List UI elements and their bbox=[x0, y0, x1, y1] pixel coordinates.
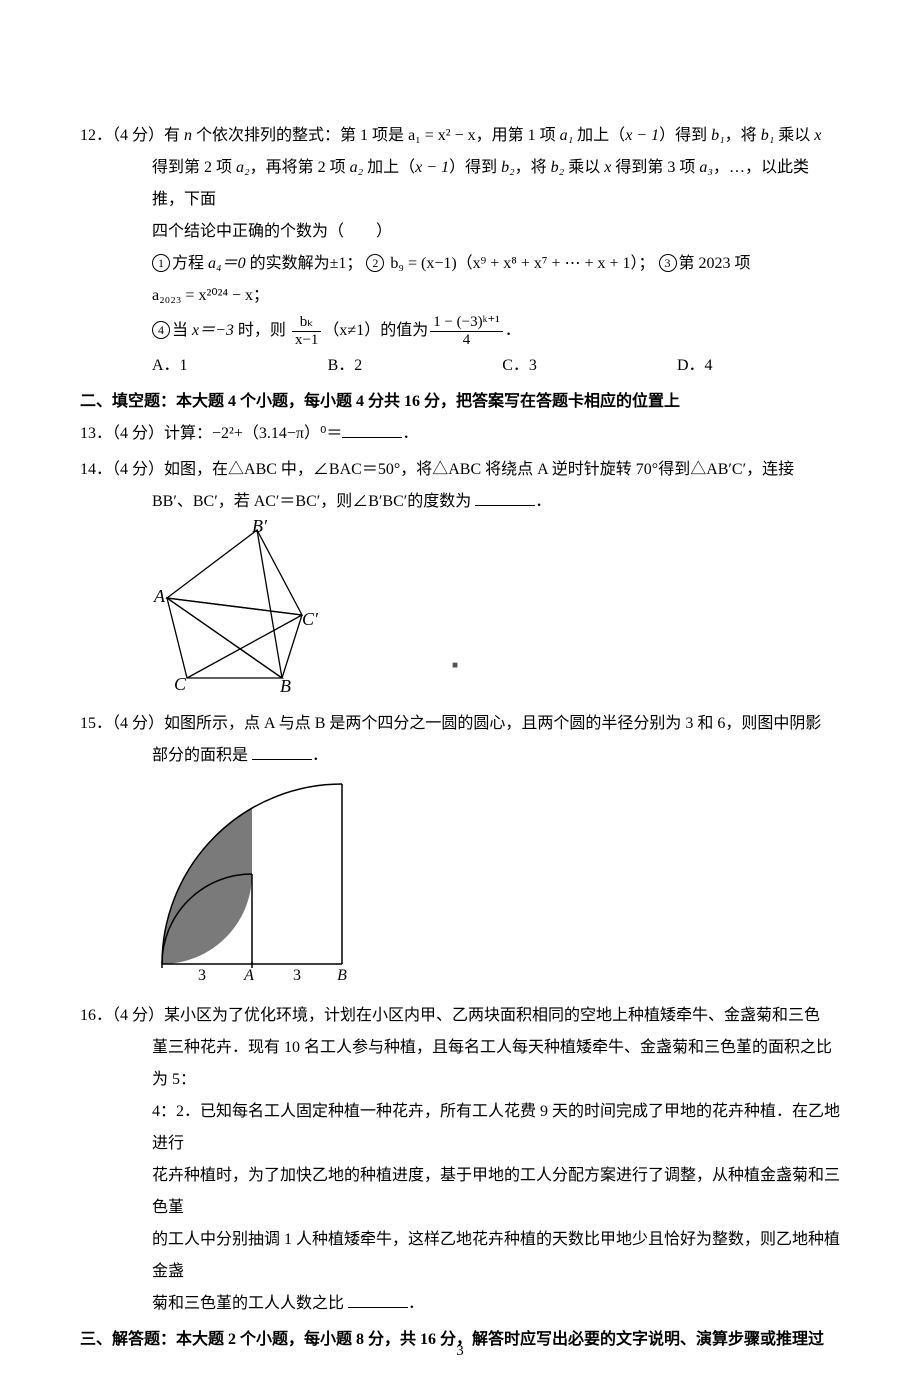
q12-statements-row2: 4当 x＝−3 时，则 bₖx−1（x≠1）的值为1 − (−3)ᵏ⁺¹4． bbox=[80, 312, 840, 350]
q12-options: A．1 B．2 C．3 D．4 bbox=[80, 350, 840, 382]
question-12: 12．（4 分）有 n 个依次排列的整式：第 1 项是 a₁ = x² − x，… bbox=[80, 120, 840, 382]
watermark-dot-icon: ■ bbox=[452, 656, 458, 676]
circled-3-icon: 3 bbox=[659, 254, 677, 272]
circled-1-icon: 1 bbox=[152, 254, 170, 272]
q12-option-c: C．3 bbox=[502, 350, 537, 382]
q15-label-a: A bbox=[243, 967, 254, 984]
q16-line6: 菊和三色堇的工人人数之比 ． bbox=[80, 1288, 840, 1320]
q14-line2: BB′、BC′，若 AC′＝BC′，则∠B′BC′的度数为 ． bbox=[80, 486, 840, 518]
q12-option-b: B．2 bbox=[328, 350, 363, 382]
q12-number: 12． bbox=[80, 127, 112, 144]
q16-number: 16． bbox=[80, 1007, 112, 1024]
q15-label-3l: 3 bbox=[198, 967, 206, 984]
q15-line2: 部分的面积是 ． bbox=[80, 740, 840, 772]
q14-label-bp: B′ bbox=[252, 520, 268, 536]
q14-number: 14． bbox=[80, 461, 112, 478]
question-15: 15．（4 分）如图所示，点 A 与点 B 是两个四分之一圆的圆心，且两个圆的半… bbox=[80, 708, 840, 996]
q14-diagram: A B′ C′ C B bbox=[80, 520, 840, 704]
q12-stem-line2: 得到第 2 项 a₂，再将第 2 项 a₂ 加上（x − 1）得到 b₂，将 b… bbox=[80, 152, 840, 216]
q12-option-a: A．1 bbox=[152, 350, 188, 382]
question-16: 16．（4 分）某小区为了优化环境，计划在小区内甲、乙两块面积相同的空地上种植矮… bbox=[80, 1000, 840, 1320]
question-14: 14．（4 分）如图，在△ABC 中，∠BAC＝50°，将△ABC 将绕点 A … bbox=[80, 454, 840, 704]
section-2-title: 二、填空题：本大题 4 个小题，每小题 4 分共 16 分，把答案写在答题卡相应… bbox=[80, 386, 840, 418]
q16-points: （4 分） bbox=[112, 1007, 164, 1024]
q12-frac-bk: bₖx−1 bbox=[292, 314, 321, 348]
q15-number: 15． bbox=[80, 715, 112, 732]
q15-label-b: B bbox=[337, 967, 347, 984]
q13-number: 13． bbox=[80, 425, 112, 442]
q13-points: （4 分） bbox=[112, 425, 164, 442]
q15-label-3r: 3 bbox=[293, 967, 301, 984]
page-number: 3 bbox=[0, 1336, 920, 1366]
q12-points: （4 分） bbox=[112, 127, 164, 144]
q14-label-b: B bbox=[280, 676, 291, 692]
q16-line2: 堇三种花卉．现有 10 名工人参与种植，且每名工人每天种植矮牵牛、金盏菊和三色堇… bbox=[80, 1032, 840, 1096]
q12-statements-row1: 1方程 a₄＝0 的实数解为±1； 2 b₉ = (x−1)（x⁹ + x⁸ +… bbox=[80, 248, 840, 312]
q15-blank bbox=[252, 743, 312, 760]
q16-line3: 4：2．已知每名工人固定种植一种花卉，所有工人花费 9 天的时间完成了甲地的花卉… bbox=[80, 1096, 840, 1160]
q15-line1: 15．（4 分）如图所示，点 A 与点 B 是两个四分之一圆的圆心，且两个圆的半… bbox=[80, 708, 840, 740]
circled-2-icon: 2 bbox=[366, 254, 384, 272]
q14-label-cp: C′ bbox=[302, 609, 319, 629]
q15-points: （4 分） bbox=[112, 715, 164, 732]
q16-line1: 16．（4 分）某小区为了优化环境，计划在小区内甲、乙两块面积相同的空地上种植矮… bbox=[80, 1000, 840, 1032]
q14-line1: 14．（4 分）如图，在△ABC 中，∠BAC＝50°，将△ABC 将绕点 A … bbox=[80, 454, 840, 486]
q13-blank bbox=[342, 421, 402, 438]
q12-eq1: a₁ = x² − x bbox=[408, 127, 476, 144]
q12-option-d: D．4 bbox=[677, 350, 713, 382]
q14-label-a: A bbox=[153, 586, 166, 606]
q12-stem-line3: 四个结论中正确的个数为（ ） bbox=[80, 216, 840, 248]
q14-points: （4 分） bbox=[112, 461, 164, 478]
q12-frac-ans: 1 − (−3)ᵏ⁺¹4 bbox=[430, 314, 503, 348]
q14-blank bbox=[475, 489, 535, 506]
q16-line4: 花卉种植时，为了加快乙地的种植进度，基于甲地的工人分配方案进行了调整，从种植金盏… bbox=[80, 1160, 840, 1224]
question-13: 13．（4 分）计算：−2²+（3.14−π）⁰＝． bbox=[80, 418, 840, 450]
q16-blank bbox=[348, 1291, 408, 1308]
q16-line5: 的工人中分别抽调 1 人种植矮牵牛，这样乙地花卉种植的天数比甲地少且恰好为整数，… bbox=[80, 1224, 840, 1288]
circled-4-icon: 4 bbox=[152, 321, 170, 339]
q12-stem-line1: 12．（4 分）有 n 个依次排列的整式：第 1 项是 a₁ = x² − x，… bbox=[80, 120, 840, 152]
q15-diagram: 3 A 3 B bbox=[80, 774, 840, 996]
q14-label-c: C bbox=[174, 674, 187, 692]
